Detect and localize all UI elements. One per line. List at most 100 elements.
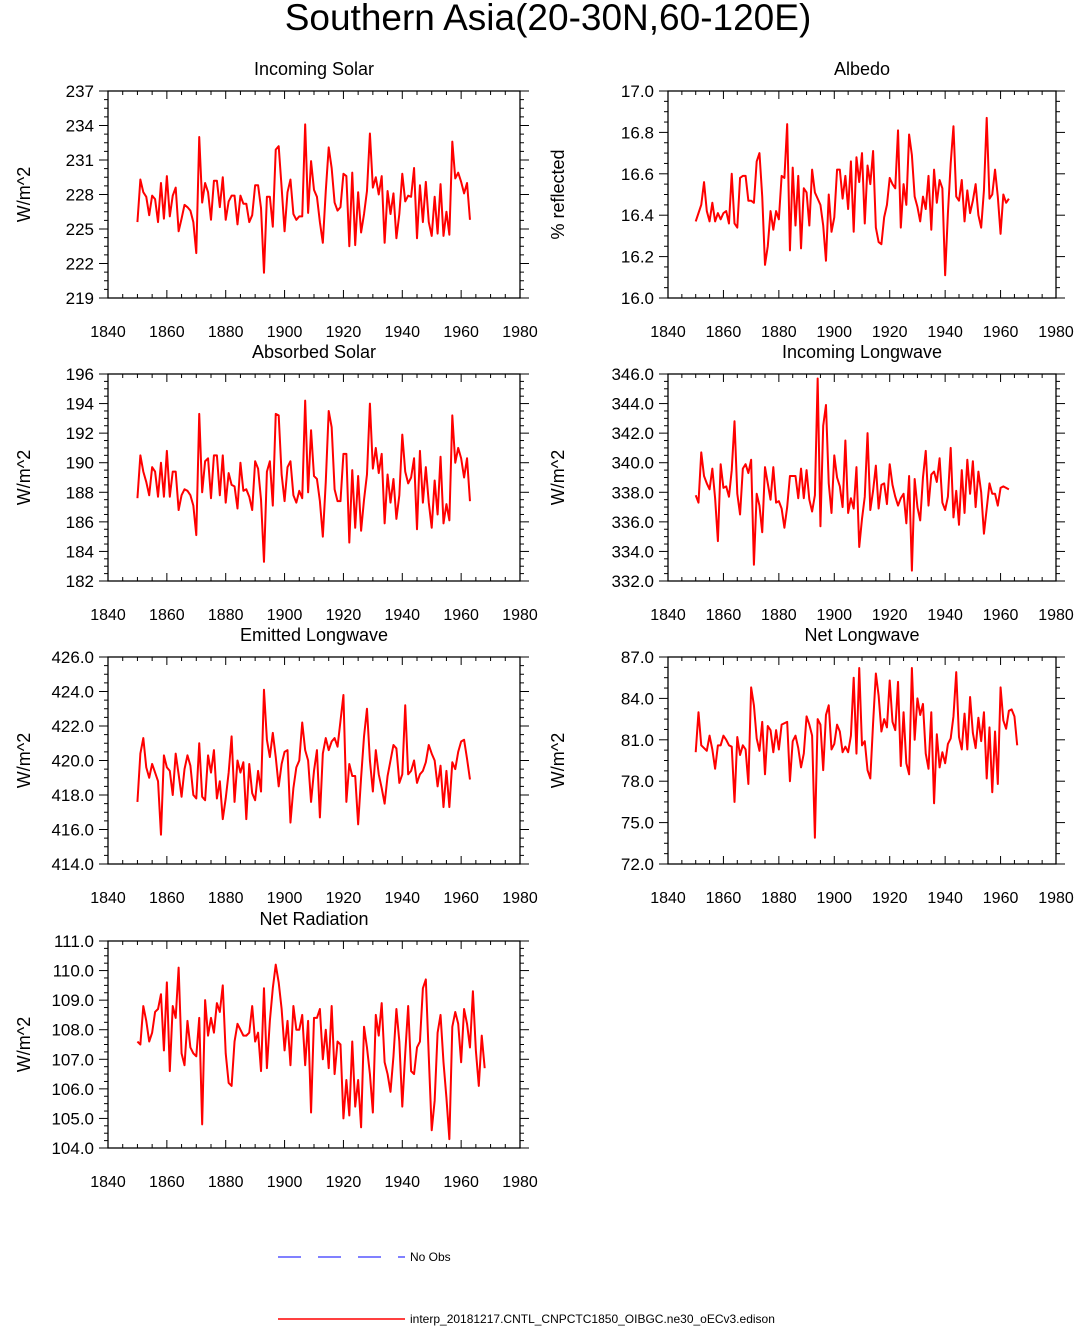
x-tick-label-incoming-solar: 1900 xyxy=(267,324,303,341)
x-tick-label-absorbed-solar: 1840 xyxy=(90,607,126,624)
legend-label-no-obs: No Obs xyxy=(410,1250,451,1264)
y-tick-label-incoming-solar: 222 xyxy=(66,255,94,274)
x-tick-label-net-longwave: 1840 xyxy=(650,890,686,907)
chart-panels: Incoming Solar 1840 1860 1880 1900 1920 1940 19… xyxy=(14,59,1074,1191)
x-tick-label-net-radiation: 1900 xyxy=(267,1174,303,1191)
y-tick-label-incoming-solar: 231 xyxy=(66,151,94,170)
x-tick-label-incoming-longwave: 1880 xyxy=(761,607,797,624)
x-tick-label-incoming-solar: 1860 xyxy=(149,324,185,341)
x-tick-label-net-radiation: 1840 xyxy=(90,1174,126,1191)
y-tick-label-emitted-longwave: 422.0 xyxy=(51,717,94,736)
x-tick-label-net-longwave: 1980 xyxy=(1038,890,1074,907)
y-tick-label-emitted-longwave: 416.0 xyxy=(51,821,94,840)
x-tick-label-net-longwave: 1940 xyxy=(927,890,963,907)
y-tick-label-absorbed-solar: 184 xyxy=(66,542,94,561)
x-tick-label-incoming-solar: 1920 xyxy=(326,324,362,341)
y-tick-label-incoming-longwave: 344.0 xyxy=(611,395,654,414)
y-tick-label-net-longwave: 78.0 xyxy=(621,772,654,791)
y-tick-label-absorbed-solar: 196 xyxy=(66,365,94,384)
x-tick-label-absorbed-solar: 1940 xyxy=(384,607,420,624)
x-tick-label-albedo: 1900 xyxy=(816,324,852,341)
y-tick-label-net-radiation: 108.0 xyxy=(51,1021,94,1040)
page-title: Southern Asia(20-30N,60-120E) xyxy=(285,0,812,38)
chart-title-net-longwave: Net Longwave xyxy=(804,625,919,645)
y-tick-label-incoming-longwave: 338.0 xyxy=(611,483,654,502)
plot-frame-emitted-longwave xyxy=(107,656,521,865)
y-tick-label-emitted-longwave: 426.0 xyxy=(51,648,94,667)
x-tick-label-incoming-longwave: 1980 xyxy=(1038,607,1074,624)
legend: No Obs interp_20181217.CNTL_CNPCTC1850_O… xyxy=(278,1250,775,1326)
y-axis-label-incoming-longwave: W/m^2 xyxy=(548,450,568,505)
y-tick-label-incoming-longwave: 346.0 xyxy=(611,365,654,384)
y-tick-label-net-longwave: 81.0 xyxy=(621,731,654,750)
x-tick-label-net-radiation: 1880 xyxy=(208,1174,244,1191)
chart-absorbed-solar: Absorbed Solar 1840 1860 1880 1900 1920 1940 19… xyxy=(14,342,538,624)
y-axis-label-albedo: % reflected xyxy=(548,149,568,239)
y-tick-label-absorbed-solar: 194 xyxy=(66,395,94,414)
y-axis-label-emitted-longwave: W/m^2 xyxy=(14,733,34,788)
x-tick-label-albedo: 1940 xyxy=(927,324,963,341)
series-line-albedo xyxy=(694,116,1010,277)
y-tick-label-net-longwave: 75.0 xyxy=(621,814,654,833)
x-tick-label-incoming-longwave: 1840 xyxy=(650,607,686,624)
y-tick-label-albedo: 16.0 xyxy=(621,289,654,308)
y-tick-label-albedo: 16.2 xyxy=(621,248,654,267)
x-tick-label-incoming-solar: 1980 xyxy=(502,324,538,341)
x-tick-label-net-longwave: 1860 xyxy=(706,890,742,907)
legend-item-model: interp_20181217.CNTL_CNPCTC1850_OIBGC.ne… xyxy=(278,1312,775,1326)
y-tick-label-net-longwave: 72.0 xyxy=(621,855,654,874)
series-line-emitted-longwave xyxy=(136,688,471,836)
x-tick-label-emitted-longwave: 1980 xyxy=(502,890,538,907)
x-tick-label-net-radiation: 1940 xyxy=(384,1174,420,1191)
x-tick-label-net-longwave: 1960 xyxy=(983,890,1019,907)
chart-net-radiation: Net Radiation 1840 1860 1880 1900 1920 1940 196… xyxy=(14,909,538,1191)
legend-item-no-obs: No Obs xyxy=(278,1250,451,1264)
y-tick-label-incoming-longwave: 342.0 xyxy=(611,424,654,443)
y-tick-label-emitted-longwave: 424.0 xyxy=(51,683,94,702)
plot-frame-absorbed-solar xyxy=(107,373,521,582)
y-tick-label-net-radiation: 107.0 xyxy=(51,1050,94,1069)
y-tick-label-incoming-solar: 225 xyxy=(66,220,94,239)
chart-incoming-solar: Incoming Solar 1840 1860 1880 1900 1920 1940 19… xyxy=(14,59,538,341)
x-tick-label-albedo: 1980 xyxy=(1038,324,1074,341)
y-tick-label-net-longwave: 84.0 xyxy=(621,689,654,708)
y-tick-label-incoming-longwave: 332.0 xyxy=(611,572,654,591)
chart-incoming-longwave: Incoming Longwave 1840 1860 1880 1900 1920 194… xyxy=(548,342,1074,624)
y-tick-label-incoming-longwave: 334.0 xyxy=(611,542,654,561)
x-tick-label-emitted-longwave: 1880 xyxy=(208,890,244,907)
x-tick-label-absorbed-solar: 1860 xyxy=(149,607,185,624)
x-tick-label-absorbed-solar: 1960 xyxy=(443,607,479,624)
y-tick-label-absorbed-solar: 186 xyxy=(66,513,94,532)
chart-title-albedo: Albedo xyxy=(834,59,890,79)
chart-title-absorbed-solar: Absorbed Solar xyxy=(252,342,376,362)
y-tick-label-emitted-longwave: 420.0 xyxy=(51,752,94,771)
y-tick-label-net-radiation: 110.0 xyxy=(53,962,94,981)
x-tick-label-net-longwave: 1880 xyxy=(761,890,797,907)
x-tick-label-absorbed-solar: 1900 xyxy=(267,607,303,624)
y-tick-label-net-radiation: 105.0 xyxy=(51,1109,94,1128)
x-tick-label-absorbed-solar: 1920 xyxy=(326,607,362,624)
y-tick-label-albedo: 16.6 xyxy=(621,165,654,184)
x-tick-label-incoming-solar: 1880 xyxy=(208,324,244,341)
y-axis-label-incoming-solar: W/m^2 xyxy=(14,167,34,222)
x-tick-label-incoming-longwave: 1900 xyxy=(816,607,852,624)
series-line-incoming-solar xyxy=(136,123,471,274)
chart-emitted-longwave: Emitted Longwave 1840 1860 1880 1900 1920 1940… xyxy=(14,625,538,907)
y-tick-label-emitted-longwave: 418.0 xyxy=(51,786,94,805)
chart-title-incoming-solar: Incoming Solar xyxy=(254,59,374,79)
y-tick-label-albedo: 16.4 xyxy=(621,206,654,225)
y-tick-label-absorbed-solar: 188 xyxy=(66,483,94,502)
y-tick-label-incoming-solar: 237 xyxy=(66,82,94,101)
plot-frame-incoming-longwave xyxy=(667,373,1057,582)
x-tick-label-incoming-longwave: 1960 xyxy=(983,607,1019,624)
x-tick-label-albedo: 1960 xyxy=(983,324,1019,341)
x-tick-label-emitted-longwave: 1840 xyxy=(90,890,126,907)
x-tick-label-albedo: 1880 xyxy=(761,324,797,341)
x-tick-label-albedo: 1920 xyxy=(872,324,908,341)
y-tick-label-net-longwave: 87.0 xyxy=(621,648,654,667)
x-tick-label-absorbed-solar: 1880 xyxy=(208,607,244,624)
y-tick-label-absorbed-solar: 192 xyxy=(66,424,94,443)
y-tick-label-net-radiation: 111.0 xyxy=(54,932,94,951)
y-tick-label-incoming-solar: 219 xyxy=(66,289,94,308)
